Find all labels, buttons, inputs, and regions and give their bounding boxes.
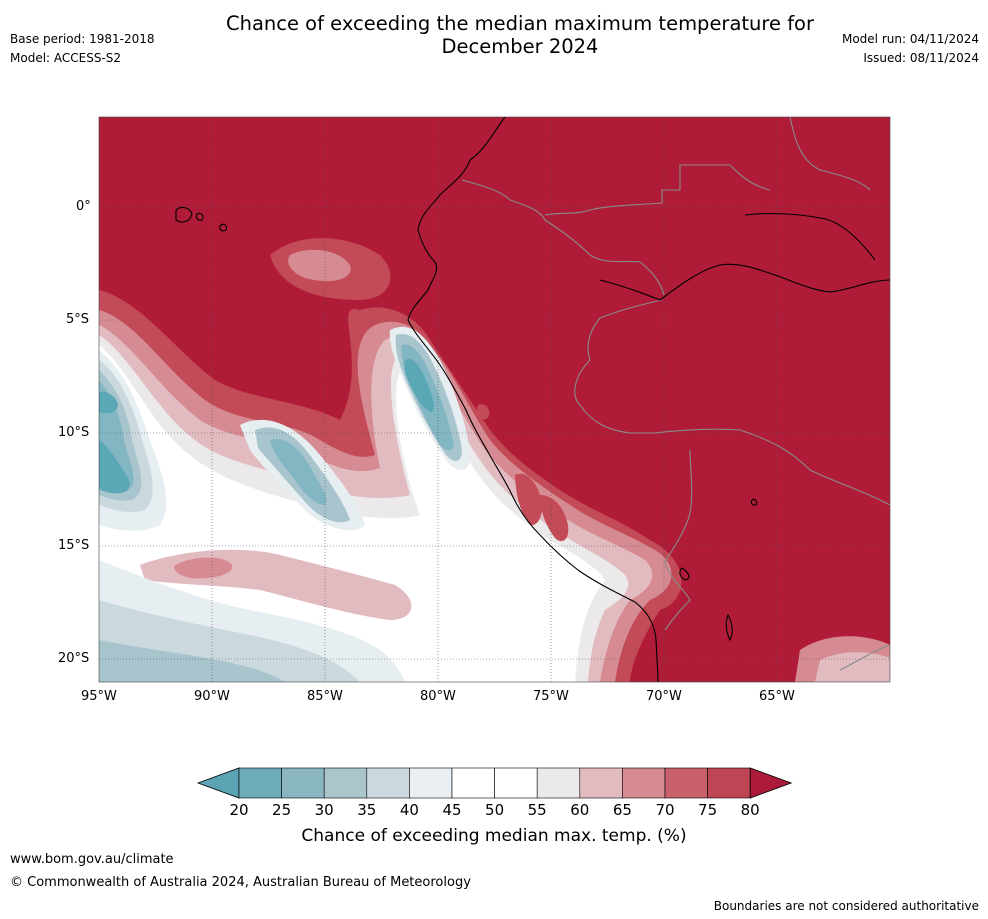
coastline — [175, 117, 890, 682]
colorbar-cell — [664, 767, 708, 799]
contour-20-west-north — [99, 391, 118, 414]
page-title: Chance of exceeding the median maximum t… — [0, 12, 988, 58]
colorbar-cell — [238, 767, 282, 799]
colorbar-arrow-high — [749, 767, 793, 799]
contour-75-coast-streak-3 — [540, 495, 569, 542]
model-name: Model: ACCESS-S2 — [10, 51, 122, 65]
title-line-1: Chance of exceeding the median maximum t… — [225, 12, 815, 35]
colorbar-tick-label: 20 — [229, 801, 249, 819]
colorbar-tick-label: 75 — [698, 801, 718, 819]
contour-50 — [99, 345, 605, 682]
model-run: Model run: 04/11/2024 — [841, 32, 979, 46]
lat-label-0: 0° — [76, 199, 91, 214]
contour-75-coast-streak-2 — [515, 473, 543, 525]
footer-note: Boundaries are not considered authoritat… — [713, 899, 979, 913]
contour-65-southeast — [815, 652, 890, 682]
colorbar-cell — [323, 767, 368, 799]
colorbar-cell — [707, 767, 751, 799]
contour-70-patch-south — [174, 557, 233, 579]
country-boundaries — [461, 117, 890, 671]
colorbar — [196, 767, 793, 799]
colorbar-cells — [196, 767, 793, 799]
colorbar-arrow-low — [196, 767, 240, 799]
lon-label-85w: 85°W — [307, 689, 343, 704]
colorbar-tick-label: 50 — [485, 801, 505, 819]
title-line-2: December 2024 — [441, 35, 599, 58]
colorbar-cell — [409, 767, 453, 799]
lon-label-80w: 80°W — [420, 689, 456, 704]
lon-label-90w: 90°W — [194, 689, 230, 704]
map-gridlines — [99, 117, 890, 682]
colorbar-tick-label: 70 — [655, 801, 675, 819]
contour-75-coast-streak-1 — [476, 404, 490, 420]
issued-date: Issued: 08/11/2024 — [863, 51, 979, 65]
colorbar-tick-label: 55 — [527, 801, 547, 819]
colorbar-cell — [536, 767, 581, 799]
colorbar-tick-label: 45 — [442, 801, 462, 819]
lat-label-15s: 15°S — [58, 538, 90, 553]
footer-url: www.bom.gov.au/climate — [10, 852, 174, 867]
contour-25-central — [270, 439, 327, 505]
base-period: Base period: 1981-2018 — [10, 32, 155, 46]
contour-20-coastal — [404, 359, 435, 412]
colorbar-cell — [622, 767, 666, 799]
footer-copyright: © Commonwealth of Australia 2024, Austra… — [10, 875, 471, 890]
colorbar-cell — [451, 767, 495, 799]
colorbar-cell — [579, 767, 623, 799]
lon-label-70w: 70°W — [646, 689, 682, 704]
lon-label-75w: 75°W — [533, 689, 569, 704]
lon-label-65w: 65°W — [759, 689, 795, 704]
colorbar-tick-label: 30 — [314, 801, 334, 819]
contour-30-southwest — [99, 640, 285, 682]
colorbar-tick-label: 60 — [570, 801, 590, 819]
contour-70-blob-north — [288, 249, 351, 282]
colorbar-tick-label: 25 — [272, 801, 292, 819]
colorbar-cell — [281, 767, 325, 799]
colorbar-tick-label: 40 — [399, 801, 419, 819]
colorbar-title: Chance of exceeding median max. temp. (%… — [301, 826, 687, 846]
lat-label-10s: 10°S — [58, 425, 90, 440]
colorbar-tick-label: 35 — [357, 801, 377, 819]
colorbar-cell — [494, 767, 538, 799]
lat-label-5s: 5°S — [66, 312, 90, 327]
lat-label-20s: 20°S — [58, 651, 90, 666]
colorbar-tick-label: 65 — [612, 801, 632, 819]
colorbar-tick-label: 80 — [740, 801, 760, 819]
lon-label-95w: 95°W — [81, 689, 117, 704]
contour-20-west — [99, 440, 130, 494]
colorbar-cell — [366, 767, 410, 799]
map-field — [99, 117, 890, 682]
map-frame — [98, 116, 891, 683]
